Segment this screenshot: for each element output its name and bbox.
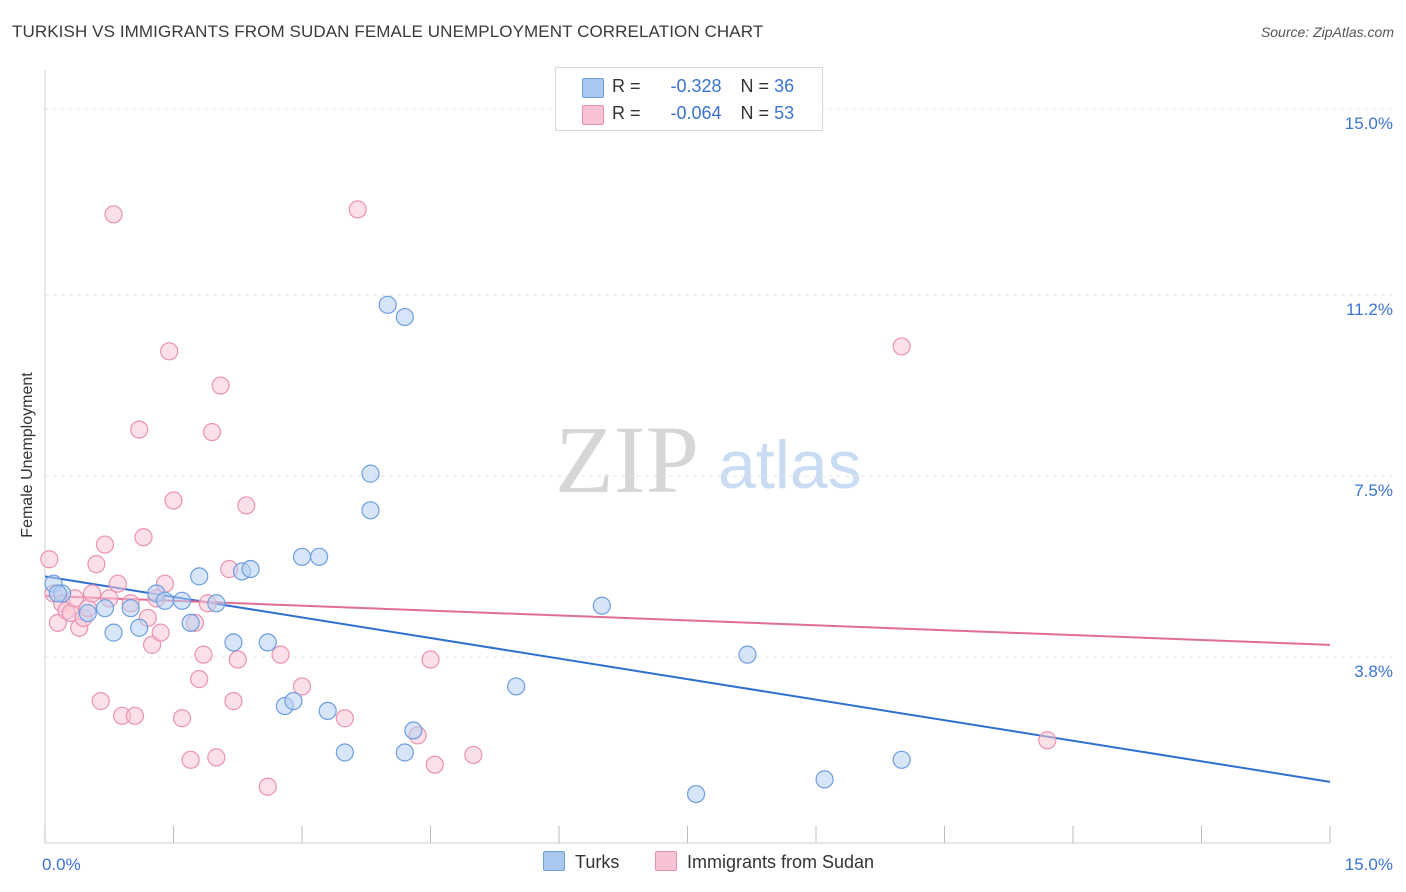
turks-point <box>155 591 175 610</box>
n-label: N = <box>740 103 770 123</box>
turks-point <box>395 307 414 327</box>
r-label: R = <box>612 103 641 123</box>
turks-point <box>284 692 303 711</box>
y-tick-label: 15.0% <box>1345 114 1393 133</box>
r-label: R = <box>612 76 641 96</box>
sudan-point <box>194 645 213 664</box>
turks-point <box>207 594 226 613</box>
sudan-point <box>172 709 192 728</box>
y-tick-label: 11.2% <box>1346 300 1393 319</box>
sudan-swatch <box>582 105 604 125</box>
turks-point <box>190 567 209 586</box>
sudan-point <box>421 650 440 669</box>
turks-point <box>892 750 911 769</box>
n-label: N = <box>740 76 770 96</box>
turks-legend-swatch <box>543 851 565 871</box>
x-tick-label: 0.0% <box>42 855 81 874</box>
sudan-point <box>292 677 312 696</box>
turks-point <box>395 743 414 762</box>
sudan-point <box>258 777 277 796</box>
x-tick-label: 15.0% <box>1345 855 1393 874</box>
watermark: ZIP atlas <box>555 406 862 513</box>
legend-label-sudan: Immigrants from Sudan <box>687 852 875 872</box>
turks-point <box>104 623 123 642</box>
turks-point <box>224 633 243 652</box>
turks-point <box>686 784 706 804</box>
chart-title: TURKISH VS IMMIGRANTS FROM SUDAN FEMALE … <box>12 22 764 41</box>
turks-point <box>95 599 115 618</box>
sudan-point <box>1038 731 1057 750</box>
sudan-legend-swatch <box>655 851 677 871</box>
r-value: -0.328 <box>670 76 722 96</box>
turks-point <box>181 613 200 632</box>
turks-point <box>172 591 192 610</box>
legend-label-turks: Turks <box>575 852 620 872</box>
sudan-point <box>271 645 290 664</box>
n-value: 53 <box>774 103 795 123</box>
sudan-point <box>130 420 149 439</box>
turks-point <box>815 770 834 789</box>
sudan-point <box>211 376 230 395</box>
sudan-point <box>181 750 200 769</box>
legend-item-sudan[interactable]: Immigrants from Sudan <box>655 851 874 873</box>
sudan-point <box>95 535 115 554</box>
y-tick-label: 3.8% <box>1354 662 1393 681</box>
sudan-point <box>425 755 444 774</box>
turks-point <box>738 645 757 664</box>
turks-trendline <box>44 575 1331 783</box>
stats-text: R = -0.064 N = 53 <box>612 103 794 124</box>
stats-text: R = -0.328 N = 36 <box>612 76 794 97</box>
sudan-point <box>151 623 170 642</box>
sudan-point <box>228 650 247 669</box>
n-value: 36 <box>774 76 795 96</box>
sudan-point <box>892 337 911 356</box>
source-label: Source: ZipAtlas.com <box>1260 24 1394 40</box>
sudan-point <box>464 745 483 765</box>
turks-point <box>241 559 260 579</box>
y-tick-label: 7.5% <box>1354 481 1393 500</box>
watermark-atlas: atlas <box>718 427 862 503</box>
sudan-point <box>224 692 243 711</box>
watermark-zip: ZIP <box>555 406 699 513</box>
sudan-trendline <box>44 594 1331 646</box>
turks-point <box>318 701 337 721</box>
turks-point <box>258 633 277 652</box>
turks-point <box>404 721 423 740</box>
turks-point <box>121 599 140 618</box>
legend-item-turks[interactable]: Turks <box>543 851 619 873</box>
turks-point <box>335 743 354 762</box>
sudan-point <box>335 709 354 728</box>
sudan-point <box>190 670 209 689</box>
turks-point <box>361 464 380 483</box>
turks-point <box>361 501 380 520</box>
turks-point <box>130 618 149 637</box>
sudan-point <box>104 205 123 224</box>
turks-point <box>78 603 97 623</box>
turks-point <box>48 584 67 603</box>
turks-point <box>310 547 329 566</box>
sudan-point <box>160 342 179 361</box>
sudan-point <box>134 528 153 547</box>
turks-point <box>292 547 312 566</box>
sudan-point <box>202 422 222 442</box>
turks-point <box>378 295 397 314</box>
sudan-point <box>83 584 102 603</box>
sudan-point <box>348 200 367 219</box>
sudan-point <box>237 496 256 515</box>
sudan-point <box>108 574 127 593</box>
sudan-point <box>125 706 145 725</box>
sudan-point <box>207 748 226 767</box>
stats-legend: R = -0.328 N = 36 R = -0.064 N = 53 <box>555 67 823 131</box>
sudan-point <box>87 555 106 574</box>
r-value: -0.064 <box>670 103 722 123</box>
turks-point <box>592 596 611 615</box>
sudan-point <box>91 692 110 711</box>
turks-point <box>507 677 526 696</box>
sudan-point <box>40 550 59 569</box>
sudan-point <box>164 491 183 510</box>
turks-swatch <box>582 78 604 98</box>
